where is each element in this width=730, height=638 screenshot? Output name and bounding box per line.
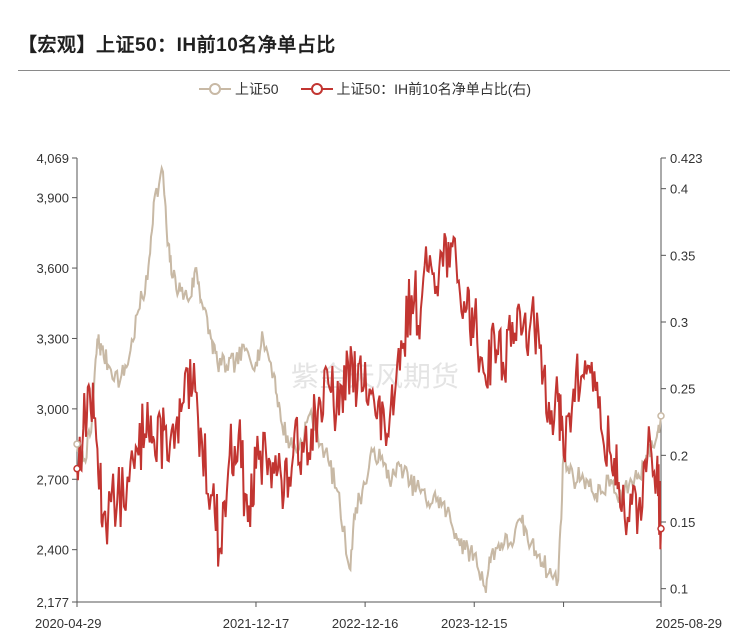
y-left-tick-label: 3,900 <box>36 191 69 206</box>
chart-title: 【宏观】上证50：IH前10名净单占比 <box>18 35 336 56</box>
legend-item-series-1[interactable]: 上证50 <box>198 79 279 99</box>
y-right-tick-label: 0.35 <box>670 248 695 263</box>
x-tick-label: 2023-12-15 <box>441 616 508 631</box>
y-right-tick-label: 0.423 <box>670 151 703 166</box>
y-right-tick-label: 0.25 <box>670 382 695 397</box>
legend-swatch-series-2 <box>300 83 333 95</box>
watermark-text: 紫金天风期货 <box>291 360 459 393</box>
y-left-tick-label: 4,069 <box>36 151 69 166</box>
x-tick-label: 2021-12-17 <box>223 616 290 631</box>
legend-item-series-2[interactable]: 上证50：IH前10名净单占比(右) <box>300 79 532 99</box>
legend-label-series-2: 上证50：IH前10名净单占比(右) <box>336 81 532 97</box>
y-left-tick-label: 2,700 <box>36 472 69 487</box>
series-point-shanghai50 <box>73 440 81 448</box>
series-point-ih-net-ratio <box>657 524 665 533</box>
y-left-tick-label: 3,000 <box>36 402 69 417</box>
y-right-tick-label: 0.1 <box>670 582 688 597</box>
y-right-tick-label: 0.15 <box>670 515 695 530</box>
x-tick-label: 2025-08-29 <box>656 616 723 631</box>
chart-legend[interactable]: 上证50 上证50：IH前10名净单占比(右) <box>0 78 730 100</box>
series-point-ih-net-ratio <box>73 464 81 473</box>
series-line-ih-net-ratio <box>76 233 662 567</box>
series-point-shanghai50 <box>657 412 665 420</box>
y-right-tick-label: 0.3 <box>670 315 688 330</box>
y-left-tick-label: 3,300 <box>36 331 69 346</box>
y-right-tick-label: 0.2 <box>670 448 688 463</box>
title-divider <box>18 70 730 71</box>
x-tick-label: 2022-12-16 <box>332 616 399 631</box>
series-line-shanghai50 <box>76 164 662 593</box>
x-tick-label: 2020-04-29 <box>35 616 102 631</box>
y-left-tick-label: 2,400 <box>36 543 69 558</box>
legend-swatch-series-1 <box>198 83 231 95</box>
y-left-tick-label: 2,177 <box>36 595 69 610</box>
y-left-tick-label: 3,600 <box>36 261 69 276</box>
y-right-tick-label: 0.4 <box>670 182 688 197</box>
legend-label-series-1: 上证50 <box>234 81 279 97</box>
